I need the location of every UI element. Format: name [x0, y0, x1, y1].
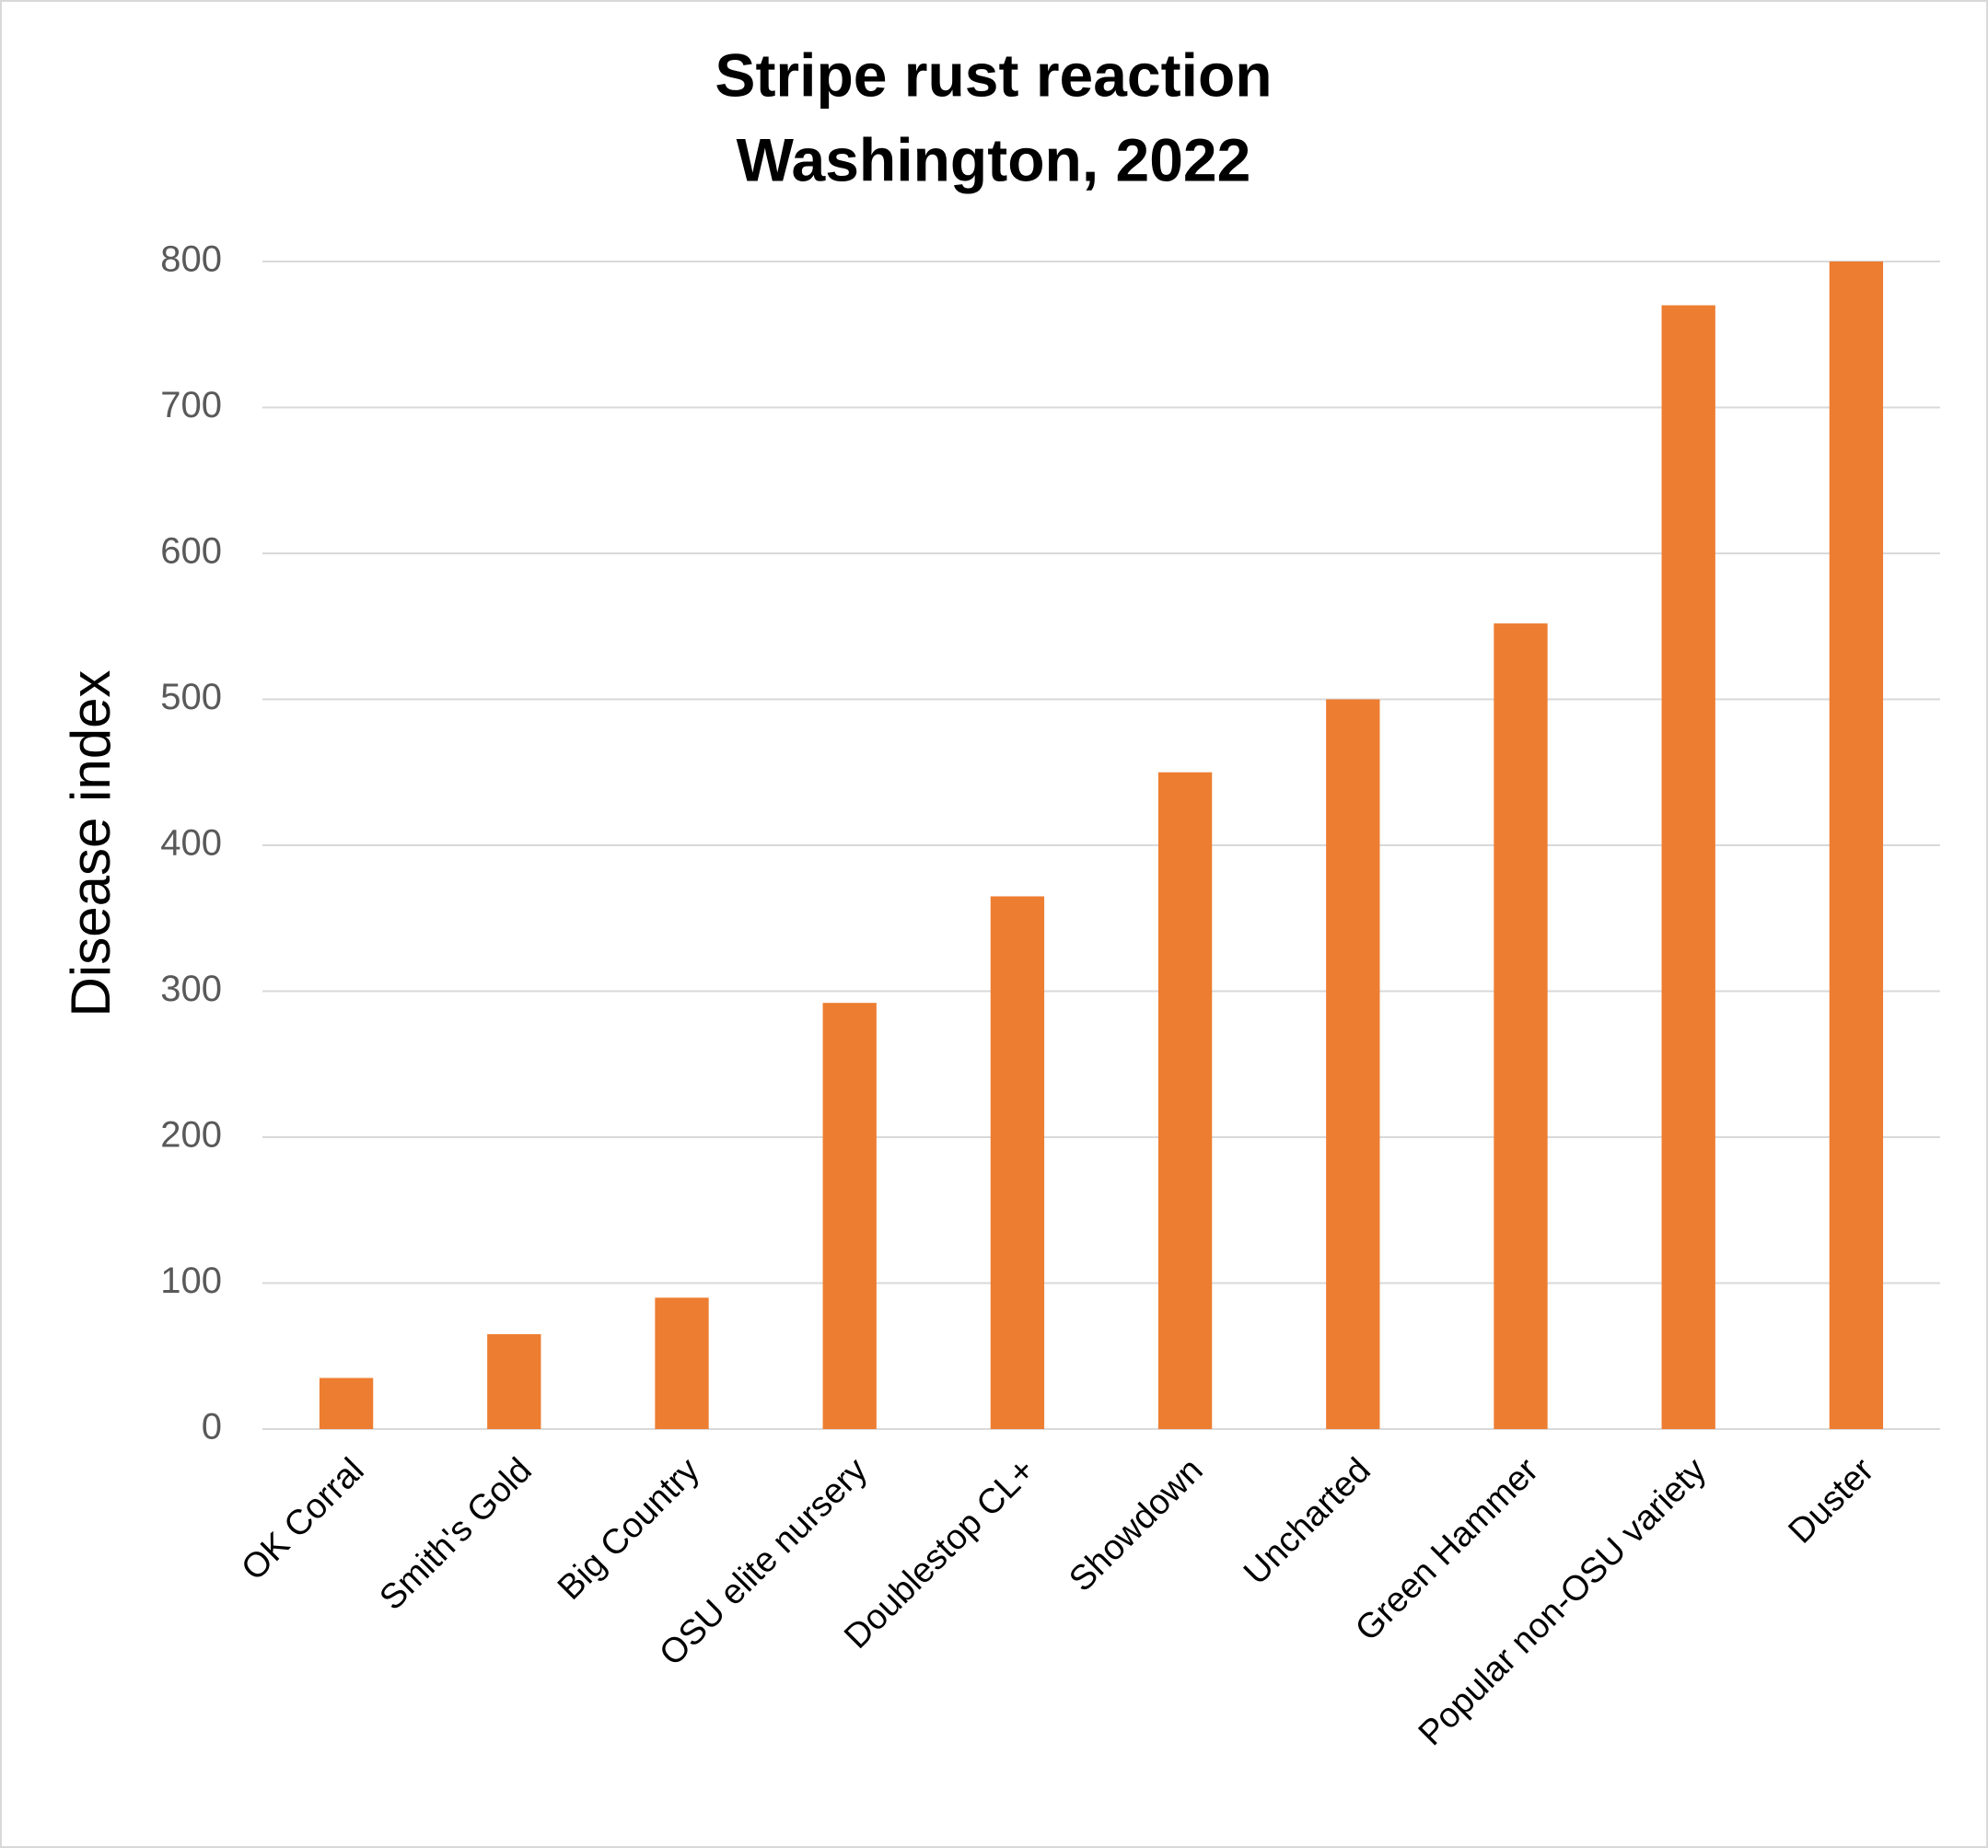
y-tick-label: 300 — [160, 969, 222, 1009]
y-tick-label: 500 — [160, 677, 222, 717]
y-tick-label: 600 — [160, 531, 222, 572]
chart-subtitle: Washington, 2022 — [737, 125, 1251, 193]
y-tick-label: 200 — [160, 1115, 222, 1156]
bar — [822, 1003, 877, 1429]
bar — [1661, 305, 1715, 1429]
bar — [655, 1297, 709, 1429]
y-tick-label: 0 — [202, 1407, 222, 1447]
bar — [1157, 772, 1213, 1429]
y-tick-label: 800 — [160, 239, 222, 280]
y-tick-label: 400 — [160, 823, 222, 864]
bar — [1494, 623, 1548, 1429]
chart-title: Stripe rust reaction — [715, 41, 1272, 109]
bar — [487, 1333, 541, 1429]
bar — [1326, 699, 1380, 1429]
bar — [319, 1377, 374, 1429]
y-tick-label: 700 — [160, 385, 222, 425]
bar — [990, 896, 1045, 1429]
y-axis-label: Disease index — [60, 670, 122, 1017]
bar — [1829, 262, 1884, 1429]
y-tick-label: 100 — [160, 1261, 222, 1301]
